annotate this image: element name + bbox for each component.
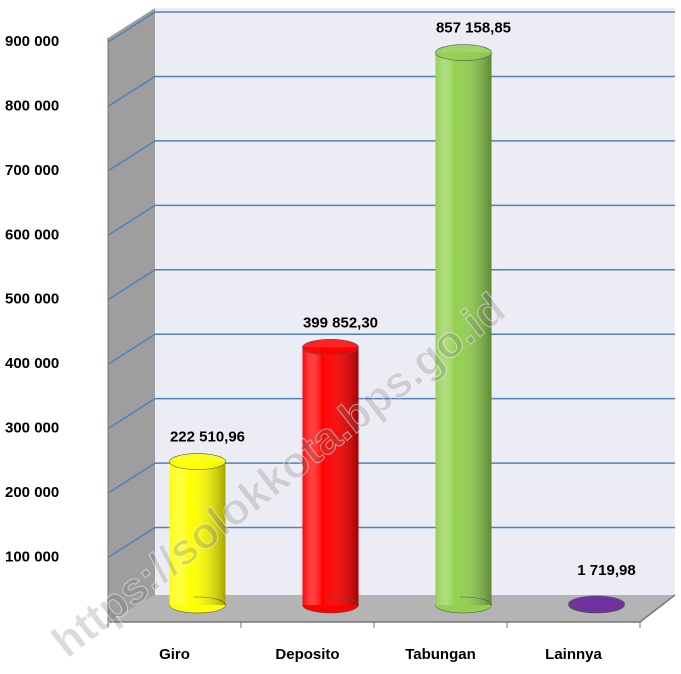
bar-top: [169, 453, 226, 470]
grid-line: [107, 397, 675, 430]
x-tick-label: Lainnya: [545, 646, 602, 663]
bar-top: [302, 339, 359, 356]
side-wall: [108, 8, 155, 622]
bar-top: [568, 595, 625, 613]
grid-line: [107, 140, 675, 172]
bar-shade: [302, 347, 359, 605]
bar-shade: [169, 461, 226, 605]
grid-line: [107, 204, 675, 236]
y-tick-label: 600 000: [5, 226, 59, 243]
y-tick-label: 300 000: [5, 420, 59, 437]
bar-shade: [435, 52, 492, 605]
value-label: 222 510,96: [170, 429, 245, 446]
y-tick-label: 900 000: [5, 33, 59, 50]
y-tick-label: 200 000: [5, 484, 59, 501]
y-tick-label: 500 000: [5, 291, 59, 308]
bar-bottom-rim: [435, 596, 492, 614]
bar-bottom-rim: [169, 596, 226, 614]
x-tick-label: Deposito: [275, 646, 339, 663]
y-tick-label: 100 000: [5, 549, 59, 566]
bar-bottom-rim: [302, 596, 359, 614]
value-label: 399 852,30: [303, 314, 378, 331]
value-label: 857 158,85: [436, 20, 511, 37]
grid-line: [107, 11, 675, 43]
y-tick-label: 800 000: [5, 97, 59, 114]
grid-line: [107, 75, 675, 108]
back-wall: [155, 8, 675, 595]
bar-top: [435, 44, 492, 61]
floor: [108, 595, 675, 622]
grid-line: [107, 462, 675, 494]
grid-line: [107, 333, 675, 365]
y-tick-label: 400 000: [5, 355, 59, 372]
value-label: 1 719,98: [577, 562, 635, 579]
grid-line: [107, 269, 675, 301]
grid-line: [107, 526, 675, 559]
x-tick-label: Tabungan: [405, 646, 476, 663]
x-tick-label: Giro: [159, 646, 190, 663]
y-tick-label: 700 000: [5, 162, 59, 179]
